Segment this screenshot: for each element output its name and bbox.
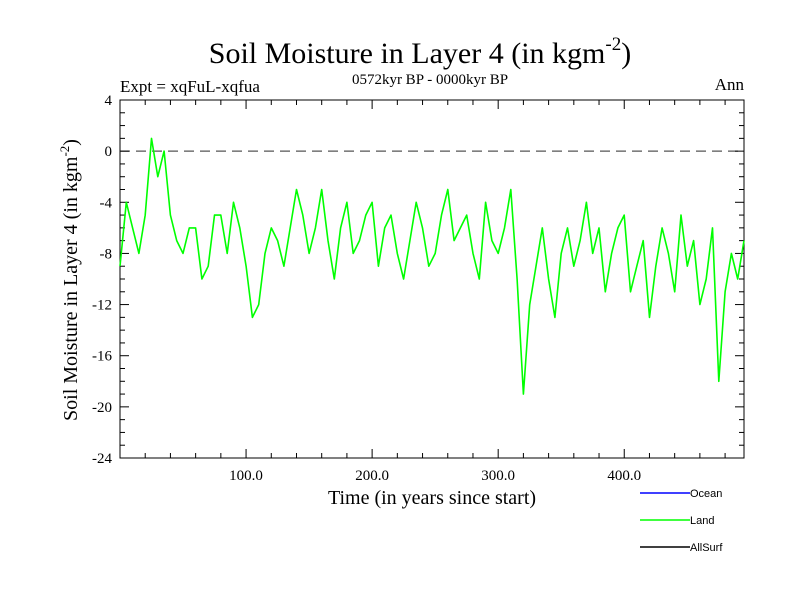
subtitle-center: 0572kyr BP - 0000kyr BP — [352, 72, 508, 88]
x-tick-label: 300.0 — [481, 468, 515, 484]
legend-item-allsurf: AllSurf — [640, 542, 723, 554]
x-tick-label: 200.0 — [355, 468, 389, 484]
legend: Ocean Land AllSurf — [640, 488, 723, 554]
y-tick-label: 4 — [105, 93, 113, 109]
chart-title: Soil Moisture in Layer 4 (in kgm-2) — [209, 34, 631, 70]
y-tick-label: -24 — [92, 451, 112, 467]
legend-item-ocean: Ocean — [640, 488, 722, 500]
y-tick-label: -4 — [100, 195, 113, 211]
subtitle-right: Ann — [715, 75, 745, 94]
legend-label-ocean: Ocean — [690, 488, 722, 500]
plot-frame — [119, 99, 745, 459]
x-axis-ticks: 100.0 200.0 300.0 400.0 — [144, 100, 726, 484]
y-axis-ticks: 4 0 -4 -8 -12 -16 -20 -24 — [92, 93, 744, 467]
legend-label-allsurf: AllSurf — [690, 542, 723, 554]
legend-label-land: Land — [690, 515, 714, 527]
x-axis-label: Time (in years since start) — [328, 487, 536, 509]
y-tick-label: -16 — [92, 349, 112, 365]
y-axis-label: Soil Moisture in Layer 4 (in kgm-2) — [57, 139, 82, 421]
series-line-land — [119, 137, 745, 395]
y-tick-label: -8 — [100, 246, 113, 262]
y-tick-label: 0 — [105, 144, 113, 160]
y-tick-label: -12 — [92, 298, 112, 314]
x-tick-label: 400.0 — [607, 468, 641, 484]
x-tick-label: 100.0 — [229, 468, 263, 484]
legend-item-land: Land — [640, 515, 714, 527]
y-tick-label: -20 — [92, 400, 112, 416]
subtitle-left: Expt = xqFuL-xqfua — [120, 77, 260, 96]
